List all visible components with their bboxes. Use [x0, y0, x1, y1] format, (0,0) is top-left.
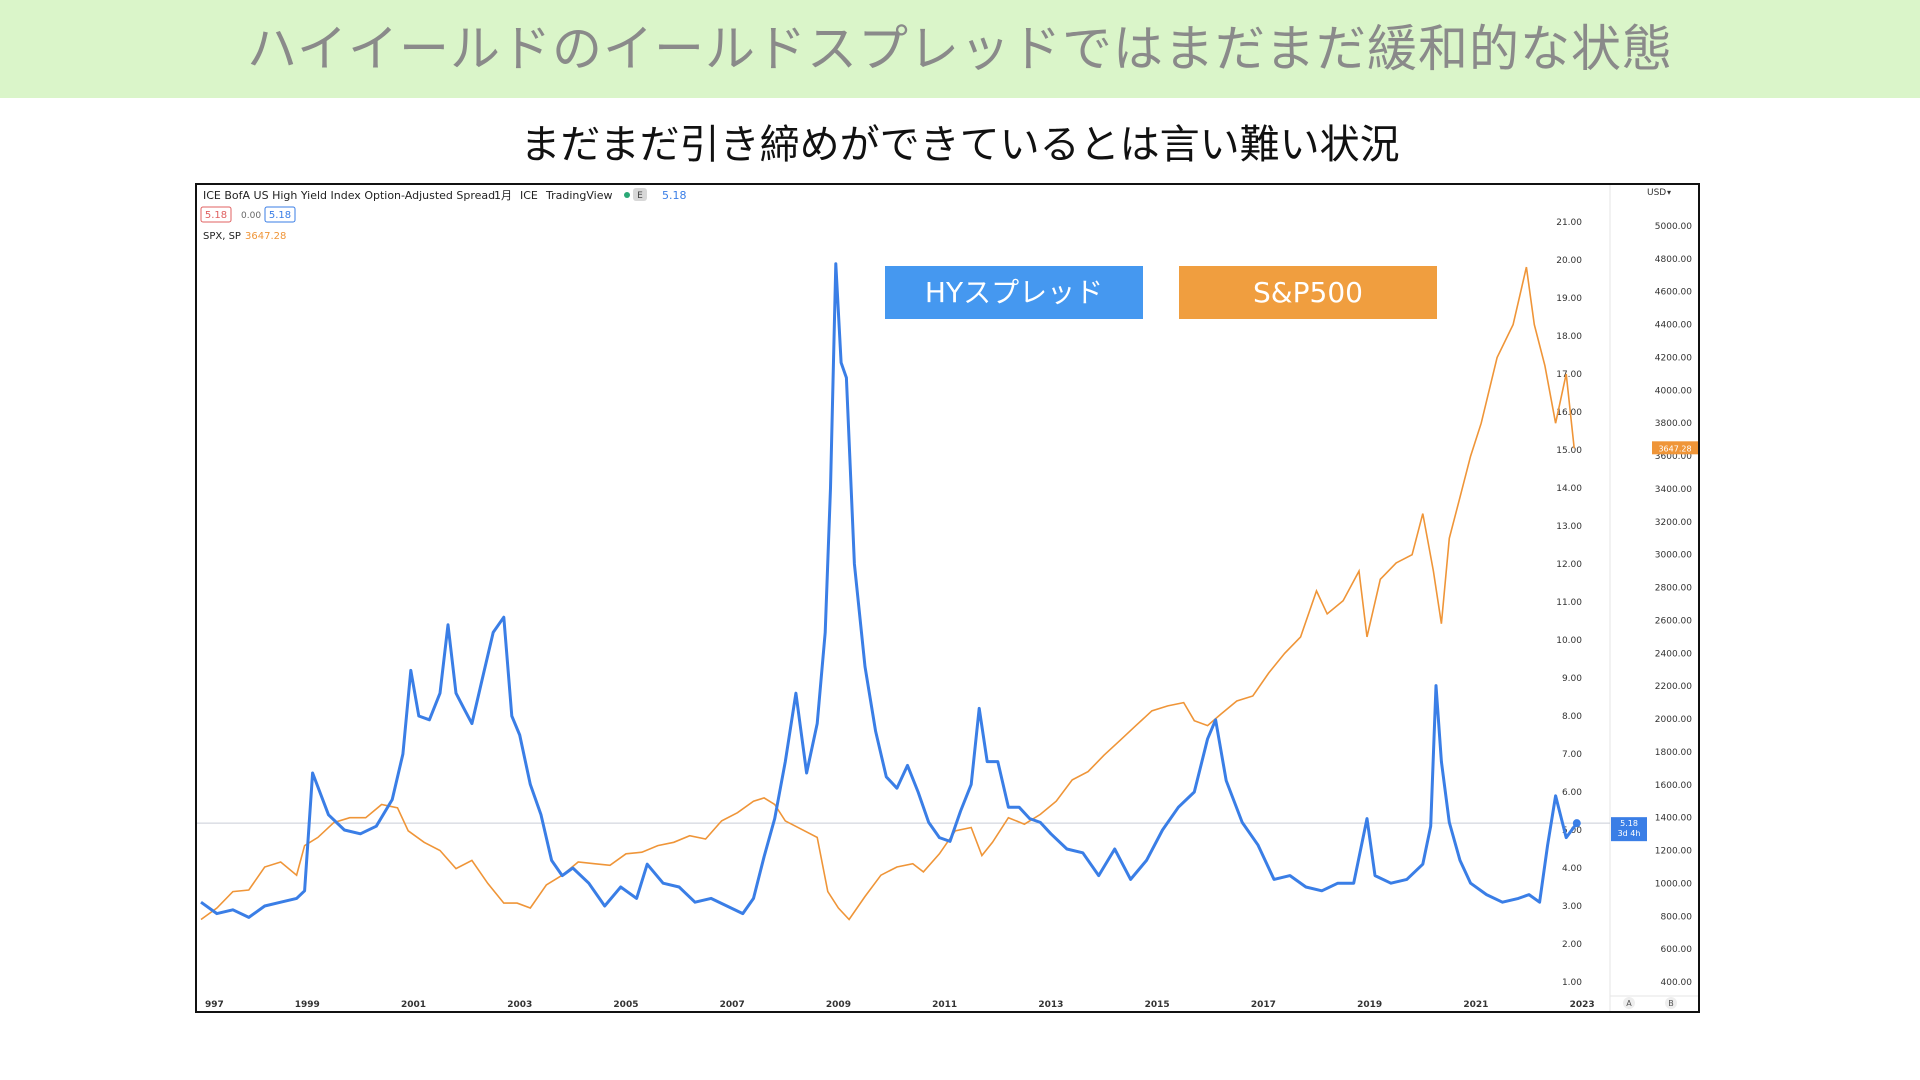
auto-scale-button[interactable]: [1623, 997, 1635, 1009]
legend-hy-label: HYスプレッド: [925, 276, 1103, 309]
price-tag-spx: [1652, 441, 1698, 455]
series-line-spx: [200, 266, 1575, 921]
axis-tick-spx: 2200.00: [1655, 682, 1692, 692]
axis-tick-spread: 7.00: [1562, 750, 1582, 760]
axis-tick-spx: 1200.00: [1655, 847, 1692, 857]
axis-tick-spx: 4400.00: [1655, 321, 1692, 331]
legend-hy-box: [885, 266, 1143, 319]
axis-tick-spx: 1800.00: [1655, 748, 1692, 758]
axis-tick-spx: 800.00: [1661, 912, 1693, 922]
axis-tick-spx: 3000.00: [1655, 551, 1692, 561]
price-tag-hy: [1611, 817, 1647, 842]
axis-tick-spx: 4800.00: [1655, 255, 1692, 265]
scale-mode-button[interactable]: [1665, 997, 1677, 1009]
status-dot-icon: [624, 192, 630, 198]
axis-tick-spread: 17.00: [1556, 370, 1582, 380]
ohlc-red-box: [200, 206, 232, 223]
axis-tick-spread: 4.00: [1562, 864, 1582, 874]
axis-tick-spread: 9.00: [1562, 674, 1582, 684]
axis-tick-spx: 2600.00: [1655, 616, 1692, 626]
axis-tick-spx: 3400.00: [1655, 485, 1692, 495]
axis-tick-spread: 19.00: [1556, 294, 1582, 304]
axis-tick-year: 2011: [932, 1000, 957, 1010]
chart-frame: ICE BofA US High Yield Index Option-Adju…: [195, 183, 1700, 1013]
axis-tick-spx: 1000.00: [1655, 879, 1692, 889]
axis-tick-spx: 4000.00: [1655, 386, 1692, 396]
axis-tick-spx: 2800.00: [1655, 584, 1692, 594]
axis-tick-year: 1999: [295, 1000, 320, 1010]
auto-scale-label: A: [1626, 999, 1632, 1008]
axis-tick-spx: 2000.00: [1655, 715, 1692, 725]
axis-tick-year: 2007: [720, 1000, 745, 1010]
chevron-down-icon[interactable]: ▾: [1667, 188, 1671, 197]
axis-tick-spx: 400.00: [1661, 978, 1693, 988]
price-tag-hy-value: 5.18: [1620, 819, 1638, 828]
axis-tick-year: 2015: [1145, 1000, 1170, 1010]
axis-tick-year: 997: [205, 1000, 224, 1010]
series-line-hy-spread: [200, 262, 1579, 919]
axis-tick-year: 2017: [1251, 1000, 1276, 1010]
title-banner: [0, 0, 1920, 98]
axis-tick-year: 2005: [613, 1000, 638, 1010]
axis-tick-spx: 2400.00: [1655, 649, 1692, 659]
axis-tick-spread: 6.00: [1562, 788, 1582, 798]
tradingview-chart[interactable]: ICE BofA US High Yield Index Option-Adju…: [197, 185, 1698, 1011]
axis-tick-spread: 1.00: [1562, 978, 1582, 988]
legend-sp-box: [1179, 266, 1437, 319]
axis-tick-spx: 3600.00: [1655, 452, 1692, 462]
hy-last-point: [1572, 819, 1581, 828]
scale-mode-label: B: [1668, 999, 1674, 1008]
currency-label[interactable]: USD: [1647, 188, 1666, 198]
axis-tick-year: 2023: [1570, 1000, 1595, 1010]
axis-tick-year: 2013: [1038, 1000, 1063, 1010]
axis-tick-spx: 5000.00: [1655, 222, 1692, 232]
earnings-badge[interactable]: [633, 188, 647, 201]
axis-tick-spread: 13.00: [1556, 522, 1582, 532]
price-tag-spx-value: 3647.28: [1658, 444, 1691, 453]
axis-tick-spx: 4200.00: [1655, 353, 1692, 363]
header-last-value: 5.18: [662, 189, 687, 202]
axis-tick-year: 2003: [507, 1000, 532, 1010]
axis-tick-spx: 1400.00: [1655, 814, 1692, 824]
axis-tick-spx: 600.00: [1661, 945, 1693, 955]
axis-tick-spread: 3.00: [1562, 902, 1582, 912]
chart-interval[interactable]: 1月: [494, 189, 512, 202]
price-tag-hy-countdown: 3d 4h: [1618, 829, 1641, 838]
axis-tick-spread: 18.00: [1556, 332, 1582, 342]
axis-tick-year: 2009: [826, 1000, 851, 1010]
axis-tick-spread: 8.00: [1562, 712, 1582, 722]
axis-tick-spread: 20.00: [1556, 256, 1582, 266]
ohlc-red-value: 5.18: [205, 210, 227, 221]
axis-tick-year: 2019: [1357, 1000, 1382, 1010]
ohlc-blue-value: 5.18: [269, 210, 291, 221]
axis-tick-spx: 4600.00: [1655, 288, 1692, 298]
spx-label: SPX, SP: [203, 231, 241, 242]
axis-tick-spread: 16.00: [1556, 408, 1582, 418]
axis-tick-spx: 3200.00: [1655, 518, 1692, 528]
legend-sp-label: S&P500: [1253, 276, 1363, 309]
earnings-badge-label: E: [637, 191, 643, 201]
axis-tick-spread: 15.00: [1556, 446, 1582, 456]
axis-tick-spx: 1600.00: [1655, 781, 1692, 791]
ohlc-change-value: 0.00: [241, 211, 261, 221]
axis-tick-spread: 14.00: [1556, 484, 1582, 494]
spx-value: 3647.28: [245, 231, 286, 242]
ohlc-blue-box: [264, 206, 296, 223]
chart-source: ICE: [520, 189, 538, 202]
axis-tick-spx: 3800.00: [1655, 419, 1692, 429]
axis-tick-spread: 11.00: [1556, 598, 1582, 608]
axis-tick-spread: 2.00: [1562, 940, 1582, 950]
axis-tick-year: 2021: [1463, 1000, 1488, 1010]
slide-subtitle: まだまだ引き締めができているとは言い難い状況: [520, 122, 1400, 168]
axis-tick-spread: 10.00: [1556, 636, 1582, 646]
axis-tick-spread: 21.00: [1556, 218, 1582, 228]
axis-tick-spread: 12.00: [1556, 560, 1582, 570]
chart-brand: TradingView: [545, 189, 612, 202]
axis-tick-year: 2001: [401, 1000, 426, 1010]
banner-title: ハイイールドのイールドスプレッドではまだまだ緩和的な状態: [247, 20, 1673, 78]
chart-title: ICE BofA US High Yield Index Option-Adju…: [203, 189, 495, 202]
